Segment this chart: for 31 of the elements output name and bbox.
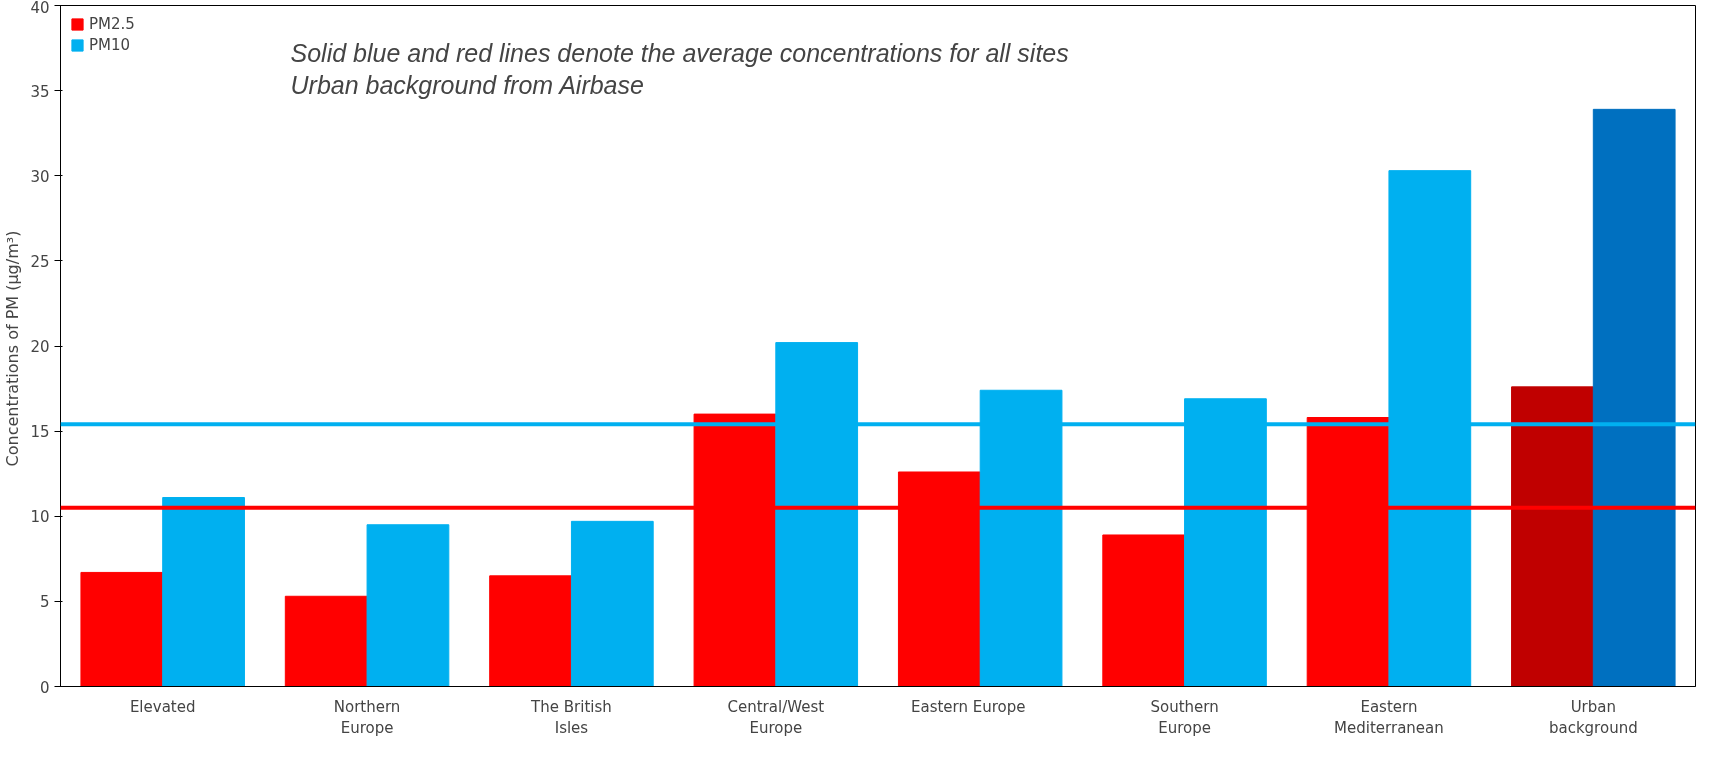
bar (489, 575, 572, 687)
y-tick-label: 15 (30, 423, 50, 442)
y-tick-label: 25 (30, 252, 50, 271)
bar (366, 524, 450, 687)
x-tick-label: Eastern Mediterranean (1334, 697, 1444, 738)
bar (80, 571, 164, 687)
x-tick-label: Southern Europe (1150, 697, 1219, 738)
y-tick-label: 30 (30, 167, 50, 186)
x-tick-label: Central/West Europe (727, 697, 825, 738)
bar (1102, 534, 1186, 687)
y-tick-label: 35 (30, 82, 50, 101)
y-tick-label: 40 (30, 0, 50, 17)
x-tick-label: Urban background (1548, 697, 1638, 738)
y-tick-label: 0 (39, 678, 50, 697)
y-tick-label: 20 (30, 338, 50, 356)
bar (1511, 386, 1594, 687)
y-tick-label: 10 (30, 508, 50, 527)
annotation: Urban background from Airbase (290, 70, 644, 99)
legend-label: PM2.5 (89, 15, 135, 33)
bar (1592, 108, 1676, 687)
bar (284, 595, 368, 687)
x-tick-label: The British Isles (530, 697, 612, 738)
bar (162, 497, 245, 687)
bar (570, 520, 654, 687)
legend-label: PM10 (89, 36, 131, 54)
annotation: Solid blue and red lines denote the average concentrations for all sites (290, 38, 1069, 67)
y-tick-label: 5 (39, 593, 50, 612)
x-tick-label: Northern Europe (333, 697, 401, 738)
y-axis-title: Concentrations of PM (µg/m³) (3, 230, 23, 467)
x-tick-label: Eastern Europe (911, 697, 1026, 716)
x-tick-label: Elevated (129, 697, 196, 716)
